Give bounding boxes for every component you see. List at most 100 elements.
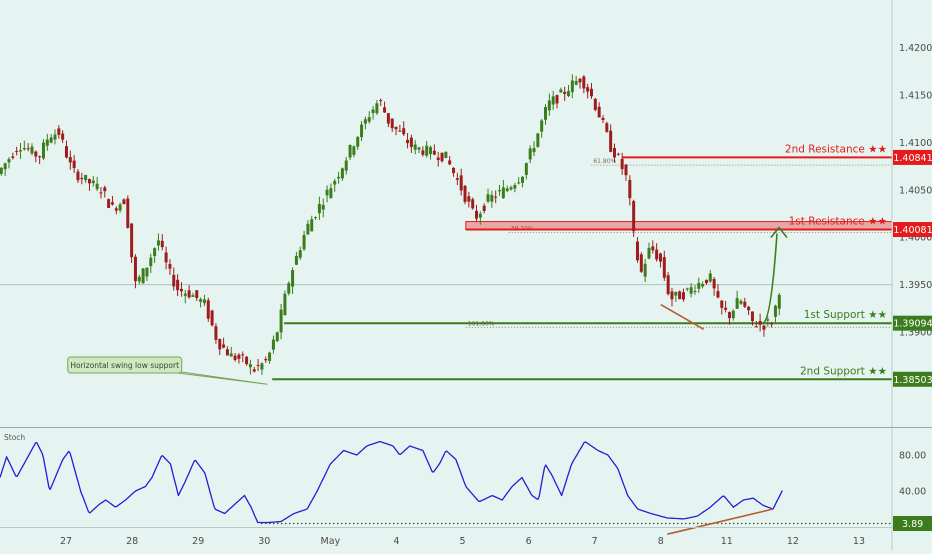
level-name: 1st Support ★★ bbox=[804, 309, 887, 321]
candle-body bbox=[574, 81, 578, 85]
candle-body bbox=[191, 295, 195, 297]
candle-body bbox=[225, 349, 229, 356]
price-tick-label: 1.40500 bbox=[899, 185, 932, 196]
candle-body bbox=[505, 188, 509, 192]
candle-body bbox=[45, 139, 49, 146]
candle-body bbox=[80, 178, 84, 180]
candle-body bbox=[76, 171, 80, 181]
candle-body bbox=[141, 268, 145, 284]
candle-body bbox=[697, 282, 701, 289]
candle-body bbox=[291, 270, 295, 287]
candle-body bbox=[536, 133, 540, 147]
price-tick-label: 1.41500 bbox=[899, 90, 932, 101]
candle-body bbox=[639, 254, 643, 272]
candle-body bbox=[394, 126, 398, 130]
candle-body bbox=[57, 128, 61, 135]
candle-body bbox=[363, 119, 367, 124]
candle-body bbox=[153, 248, 157, 257]
x-tick-label: 7 bbox=[592, 536, 598, 547]
candle-body bbox=[750, 311, 754, 322]
candle-body bbox=[321, 204, 325, 210]
candle-body bbox=[3, 163, 7, 170]
candle-body bbox=[271, 339, 275, 350]
candle-body bbox=[513, 185, 517, 189]
candle-body bbox=[7, 159, 11, 163]
candle-body bbox=[509, 187, 513, 190]
candle-body bbox=[559, 89, 563, 93]
candle-body bbox=[544, 106, 548, 120]
candle-body bbox=[15, 151, 19, 153]
candle-body bbox=[727, 312, 731, 319]
candle-body bbox=[356, 136, 360, 147]
x-tick-label: 12 bbox=[787, 536, 799, 547]
candle-body bbox=[64, 146, 68, 158]
candle-body bbox=[471, 199, 475, 209]
stoch-panel: Stoch bbox=[0, 433, 892, 535]
candle-body bbox=[417, 147, 421, 150]
candle-body bbox=[34, 151, 38, 157]
candle-body bbox=[168, 264, 172, 269]
stoch-value-box bbox=[893, 515, 932, 531]
candle-body bbox=[643, 263, 647, 277]
candle-body bbox=[256, 364, 260, 366]
candle-body bbox=[658, 253, 662, 262]
candle-body bbox=[635, 241, 639, 261]
candle-body bbox=[528, 148, 532, 160]
candle-body bbox=[206, 300, 210, 319]
candle-body bbox=[463, 185, 467, 202]
candle-body bbox=[612, 147, 616, 158]
candle-body bbox=[302, 235, 306, 250]
candle-body bbox=[340, 168, 344, 179]
x-tick-label: 30 bbox=[258, 536, 270, 547]
candle-body bbox=[337, 176, 341, 179]
candle-body bbox=[731, 310, 735, 319]
candle-body bbox=[601, 117, 605, 120]
x-tick-label: 6 bbox=[526, 536, 532, 547]
candle-body bbox=[689, 287, 693, 294]
candle-body bbox=[681, 292, 685, 300]
candle-body bbox=[183, 293, 187, 296]
candle-body bbox=[589, 88, 593, 97]
candle-body bbox=[22, 147, 26, 150]
price-label-box bbox=[893, 315, 932, 331]
candle-body bbox=[130, 223, 134, 258]
price-label-value: 1.38503 bbox=[893, 375, 932, 386]
candle-body bbox=[283, 293, 287, 316]
candle-body bbox=[214, 326, 218, 340]
candle-body bbox=[210, 310, 214, 326]
candle-body bbox=[375, 103, 379, 114]
candle-body bbox=[498, 190, 502, 192]
candle-body bbox=[260, 363, 264, 370]
candle-body bbox=[87, 179, 91, 184]
candle-body bbox=[490, 194, 494, 202]
candle-body bbox=[708, 273, 712, 282]
candle-body bbox=[693, 290, 697, 292]
candle-body bbox=[390, 118, 394, 129]
stoch-divergence-line bbox=[667, 508, 774, 535]
candle-body bbox=[145, 267, 149, 277]
candle-body bbox=[298, 250, 302, 258]
candle-body bbox=[555, 95, 559, 104]
candle-body bbox=[467, 196, 471, 202]
candle-body bbox=[605, 123, 609, 132]
candle-body bbox=[448, 160, 452, 165]
candle-body bbox=[329, 188, 333, 199]
price-labels: 1.40841 1.40081 1.39094 1.38503 3.89 bbox=[893, 149, 932, 531]
candle-body bbox=[777, 294, 781, 309]
price-tick-label: 1.39000 bbox=[899, 328, 932, 339]
candle-body bbox=[521, 176, 525, 183]
candle-body bbox=[685, 288, 689, 290]
candle-body bbox=[248, 364, 252, 368]
candle-body bbox=[475, 210, 479, 219]
candle-body bbox=[436, 157, 440, 161]
candle-body bbox=[620, 158, 624, 170]
candle-body bbox=[99, 192, 103, 194]
candle-body bbox=[325, 189, 329, 196]
annotation-pointer bbox=[161, 370, 268, 385]
level-name: 2nd Support ★★ bbox=[800, 365, 887, 377]
candle-body bbox=[84, 174, 88, 181]
candle-body bbox=[701, 284, 705, 287]
candle-body bbox=[0, 167, 3, 174]
candle-body bbox=[704, 279, 708, 284]
